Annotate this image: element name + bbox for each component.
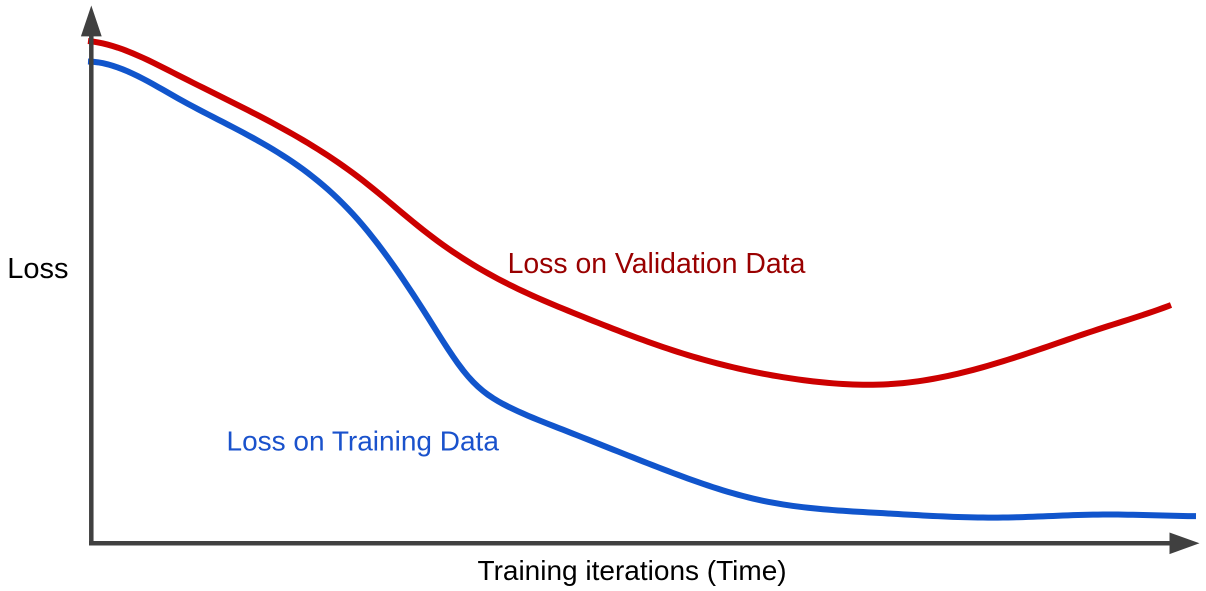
svg-text:Training iterations (Time): Training iterations (Time)	[478, 555, 787, 586]
svg-text:Loss: Loss	[7, 253, 68, 285]
svg-text:Loss on Training Data: Loss on Training Data	[227, 426, 500, 457]
svg-text:Loss on Validation Data: Loss on Validation Data	[508, 248, 806, 280]
